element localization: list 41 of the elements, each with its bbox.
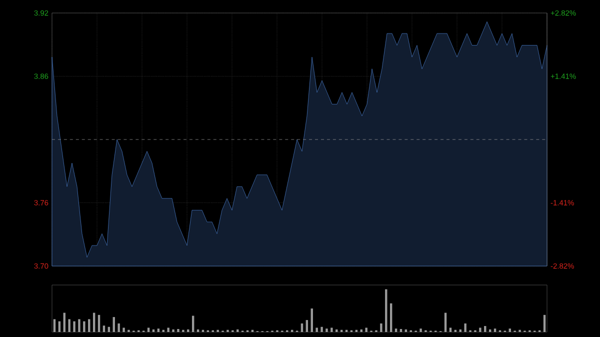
bar [484,326,486,332]
bar [464,323,466,332]
bar [122,328,125,332]
bar [53,319,56,332]
bar [400,329,402,332]
bar [68,319,70,332]
bar [177,329,180,332]
bar [390,303,392,332]
bar [73,321,76,332]
bar [167,328,170,332]
bar [320,326,323,332]
bar [508,328,511,332]
bar [330,328,333,332]
bar [112,317,115,332]
bar [192,316,194,332]
bar [380,323,382,332]
bar [102,326,106,332]
bar [147,328,150,332]
bar [83,321,86,332]
bar [479,328,482,332]
bar [157,328,160,332]
bar [449,328,452,332]
bar [326,328,328,332]
bar [78,319,80,332]
bar [444,312,447,332]
bar [394,328,398,332]
bar [300,323,304,332]
bar [316,328,318,332]
bar [172,329,174,332]
bar [98,314,100,332]
bar [118,323,120,332]
bar [543,314,546,332]
bar [385,289,388,332]
bar [494,328,496,332]
bar [310,308,313,332]
bar [306,320,308,332]
bar [63,312,66,332]
bar [365,328,368,332]
bar [88,319,90,332]
bar [92,312,96,332]
bar [420,328,422,332]
